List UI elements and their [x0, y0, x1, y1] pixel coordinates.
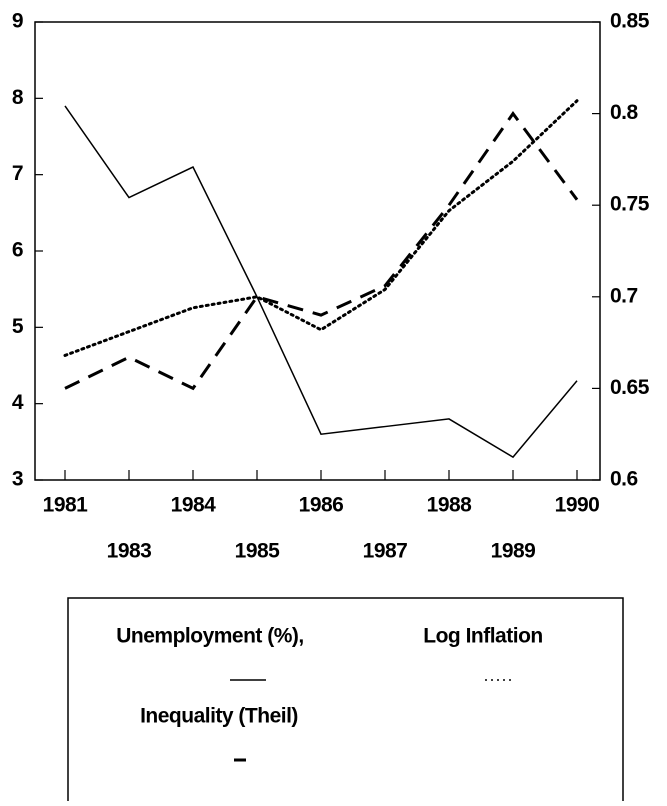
- y2-tick-label: 0.7: [610, 284, 638, 307]
- y-tick-label: 3: [12, 468, 23, 491]
- plot-frame: [34, 21, 601, 481]
- series-line: [64, 105, 578, 459]
- y2-tick-label: 0.8: [610, 101, 639, 124]
- legend-label: Unemployment (%),: [116, 625, 304, 648]
- y2-tick-label: 0.85: [610, 10, 650, 33]
- legend-label: Log Inflation: [423, 625, 542, 648]
- series-line: [63, 99, 579, 357]
- series-line: [64, 111, 579, 391]
- y-tick-label: 5: [12, 315, 24, 338]
- y-tick-label: 7: [12, 162, 23, 185]
- y2-tick-label: 0.75: [610, 193, 650, 216]
- x-tick-label: 1984: [171, 494, 217, 517]
- x-tick-label: 1983: [107, 540, 152, 563]
- y-tick-label: 4: [12, 391, 24, 414]
- x-tick-label: 1985: [235, 540, 281, 563]
- x-tick-label: 1988: [427, 494, 473, 517]
- y-tick-label: 8: [12, 86, 24, 109]
- x-tick-label: 1987: [363, 540, 408, 563]
- y2-tick-label: 0.65: [610, 376, 650, 399]
- x-tick-label: 1986: [299, 494, 344, 517]
- y-tick-label: 9: [12, 10, 23, 33]
- x-tick-label: 1989: [491, 540, 536, 563]
- y-tick-label: 6: [12, 239, 23, 262]
- legend-box: [67, 597, 624, 806]
- y2-tick-label: 0.6: [610, 468, 638, 491]
- x-tick-label: 1981: [43, 494, 89, 517]
- legend-label: Inequality (Theil): [140, 705, 298, 728]
- x-tick-label: 1990: [555, 494, 600, 517]
